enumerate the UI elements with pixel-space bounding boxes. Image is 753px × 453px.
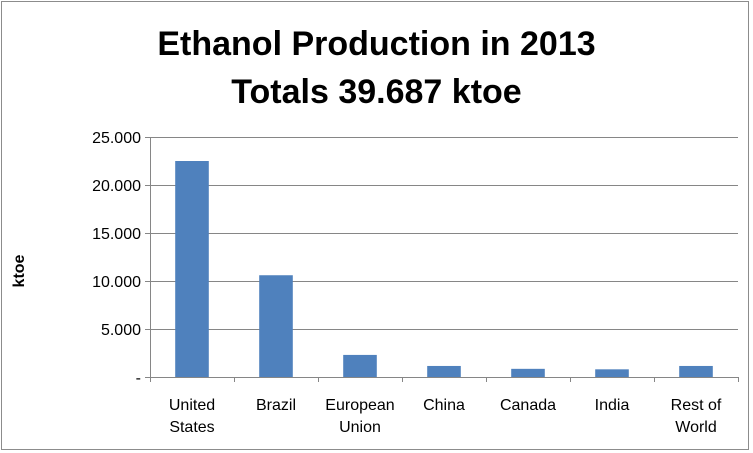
x-tick-label: European Union — [325, 397, 394, 436]
y-tick-label: 25.000 — [92, 130, 141, 147]
y-tick-label: 10.000 — [92, 274, 141, 291]
bar — [175, 161, 209, 377]
axes — [145, 137, 739, 382]
bars — [175, 161, 713, 377]
bar — [679, 365, 713, 377]
chart-subtitle: Totals 39.687 ktoe — [231, 73, 522, 111]
chart-title: Ethanol Production in 2013 — [157, 25, 596, 63]
x-tick-label: China — [423, 397, 465, 414]
gridlines — [150, 137, 738, 330]
y-tick-label: - — [136, 370, 141, 387]
x-tick-label: Canada — [500, 397, 556, 414]
x-tick-label: Rest of World — [671, 397, 722, 436]
bar — [259, 275, 293, 377]
bar — [511, 368, 545, 377]
y-tick-labels: - 5.000 10.000 15.000 20.000 25.000 — [92, 130, 141, 387]
bar — [427, 365, 461, 377]
y-tick-label: 5.000 — [101, 322, 141, 339]
y-tick-label: 15.000 — [92, 226, 141, 243]
x-tick-label: Brazil — [256, 397, 296, 414]
y-tick-label: 20.000 — [92, 178, 141, 195]
x-tick-label: India — [595, 397, 630, 414]
bar — [595, 369, 629, 377]
bar — [343, 354, 377, 377]
x-tick-labels: United States Brazil European Union China Cana… — [169, 397, 722, 436]
x-tick-label: United States — [169, 397, 215, 436]
